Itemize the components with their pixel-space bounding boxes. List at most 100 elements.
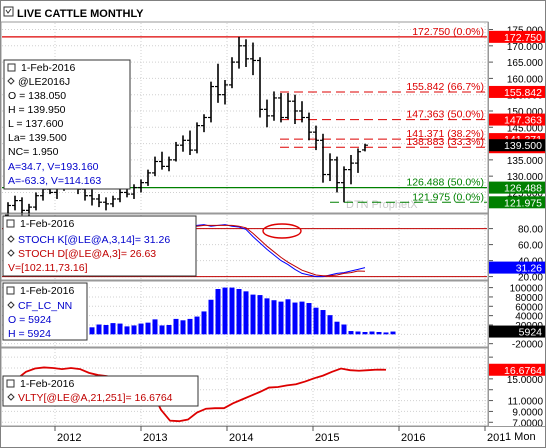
volatility-info-date: 1-Feb-2016 [20,378,74,390]
cot-bar [89,327,95,335]
level-label: 172.750 (0.0%) [412,26,484,38]
cot-info-close-icon[interactable] [6,286,15,295]
diamond-icon [7,393,15,401]
last-price-tag: 139.500 [504,140,542,152]
price-info-cursor1: A=34.7, V=193.160 [8,161,99,173]
cot-bar [222,287,228,335]
cot-pane[interactable] [0,280,489,348]
cot-bar [201,311,207,335]
price-axis-tick-label: 135.000 [507,156,544,167]
watermark: DTN ProphetX [346,199,418,211]
price-info-symbol: @LE2016J [18,76,70,88]
price-info-box-frame [3,59,131,190]
price-info-close-icon[interactable] [7,63,16,72]
price-axis-tick-label: 165.000 [507,58,544,69]
stochastic-k-label: STOCH K[@LE@A,3,14]= 31.26 [18,234,170,246]
stochastic-info-close-icon[interactable] [6,219,15,228]
stochastic-info-box-frame [2,215,197,277]
cot-bar [187,318,193,335]
level-axis-tag-bg [489,85,545,98]
cot-bars [89,287,396,335]
cot-bar [299,301,305,335]
cot-bar [369,331,375,335]
price-axis[interactable]: 125.000130.000135.000140.000145.000150.0… [488,26,545,210]
cot-bar [110,323,116,335]
cot-bar [320,310,326,335]
stochastic-last-tag-bg [489,261,545,274]
stochastic-v-label: V=[102.11,73.16] [8,262,88,274]
price-info-low: L = 137.600 [8,118,64,130]
cot-bar [278,301,284,335]
cot-bar [313,307,319,335]
cot-axis-tick-label: 100000 [510,284,544,295]
cot-axis-tick-label: 40000 [515,312,543,323]
chart-title: LIVE CATTLE MONTHLY [17,8,144,20]
cot-bar [194,316,200,335]
cot-last-tag-bg [489,325,545,338]
stochastic-info-date: 1-Feb-2016 [20,218,74,230]
price-axis-tick-label: 160.000 [507,74,544,85]
cot-bar [159,325,165,335]
cot-axis-tick-label: -20000 [512,340,544,351]
price-level-lines: 172.750 (0.0%) 155.842 (66.7%) 147.363 (50… [2,26,487,203]
price-axis-tick-label: 170.000 [507,42,544,53]
year-tick-label: 2015 [315,432,339,444]
level-axis-tag: 172.750 [504,32,542,44]
level-label: 138.883 (33.3%) [406,136,484,148]
price-axis-tick-label: 145.000 [507,123,544,134]
cot-bar [131,325,137,335]
cot-bar [271,300,277,335]
cot-bar [348,331,354,335]
stochastic-info-box: 1-Feb-2016 STOCH K[@LE@A,3,14]= 31.26 ST… [2,215,197,277]
cot-bar [383,332,389,335]
volatility-last-tag: 16.6764 [504,365,542,377]
volatility-info-label: VLTY[@LE@A,21,251]= 16.6764 [18,392,173,404]
volatility-line-path [7,366,387,423]
cot-bar [229,287,235,335]
level-label: 147.363 (50.0%) [406,109,484,121]
year-tick-label: 2016 [401,432,425,444]
cot-bar [96,324,102,335]
level-label: 126.488 (50.0%) [406,177,484,189]
volatility-axis-tick-label: 15.0000 [507,375,544,386]
cot-bar [215,289,221,335]
price-info-high: H = 139.950 [8,104,66,116]
price-info-cursor2: A=-63.3, V=114.163 [8,175,101,187]
volatility-info-close-icon[interactable] [6,379,15,388]
time-axis-background [1,426,545,447]
cot-bar [117,323,123,335]
diamond-icon [7,301,15,309]
cot-bar [250,294,256,335]
volatility-line [7,366,387,423]
stochastic-axis-tick-label: 20.00 [518,273,543,284]
chart-menu-icon-glyph [5,8,12,14]
cot-info-date: 1-Feb-2016 [20,285,74,297]
cot-bar [208,299,214,335]
time-axis[interactable]: 2012 2013 2014 2015 2016 201 [1,426,545,447]
cot-info-box: 1-Feb-2016 CF_LC_NN O = 5924 H = 5924 [2,282,88,341]
level-axis-tag-bg [489,113,545,126]
cot-bar [103,324,109,335]
cot-bar [138,323,144,335]
cot-last-tag: 5924 [519,327,543,339]
cot-info-open: O = 5924 [8,314,52,326]
level-label: 121.975 (0.0%) [412,191,484,203]
price-pane[interactable]: DTN ProphetX 172.750 (0.0%) 155.842 (66.7… [0,21,489,221]
cot-info-symbol: CF_LC_NN [18,300,72,312]
price-info-net-change: NC= 1.950 [8,146,59,158]
price-axis-tick-label: 130.000 [507,172,544,183]
cot-bar [180,320,186,335]
stochastic-last-tag: 31.26 [516,263,542,275]
cot-bar [292,302,298,335]
price-info-date: 1-Feb-2016 [21,62,75,74]
price-axis-tick-label: 150.000 [507,107,544,118]
cot-bar [341,324,347,335]
volatility-axis-tick-label: 9.0000 [512,407,543,418]
year-tick-label: 201 [487,432,505,444]
timeframe-label[interactable]: 1 Mon [505,431,536,443]
cot-bar [264,298,270,335]
diamond-icon [7,249,15,257]
